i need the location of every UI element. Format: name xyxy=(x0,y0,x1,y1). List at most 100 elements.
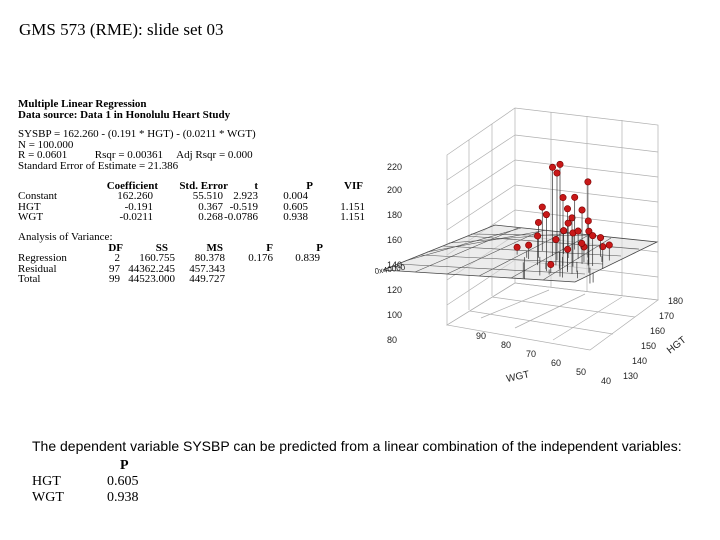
coef-row-std-error: 0.268 xyxy=(198,211,223,224)
data-point xyxy=(578,206,586,214)
data-point xyxy=(599,243,607,251)
data-point xyxy=(534,232,542,240)
coef-header-vif: VIF xyxy=(344,179,363,192)
data-point xyxy=(584,178,592,186)
data-point xyxy=(542,211,550,219)
coefficient-row-hgt: HGT -0.191 0.367 -0.519 0.605 1.151 xyxy=(18,200,378,213)
data-point xyxy=(564,219,572,227)
regression-output: Multiple Linear Regression Data source: … xyxy=(18,99,378,344)
plane-axis-label: 0x40000 xyxy=(375,263,406,276)
anova-title: Analysis of Variance: xyxy=(18,230,113,243)
anova-row-df: 97 xyxy=(109,262,120,275)
wgt-tick-label: 70 xyxy=(526,349,536,359)
coef-row-p: 0.605 xyxy=(283,200,308,213)
hgt-tick-label: 160 xyxy=(650,326,665,336)
anova-header-ss: SS xyxy=(155,241,168,254)
z-tick-label: 180 xyxy=(387,210,402,220)
wgt-tick-label: 60 xyxy=(551,358,561,368)
sample-size-line: N = 100.000 xyxy=(18,138,74,151)
p-summary-row: WGT 0.938 xyxy=(32,490,152,506)
data-point xyxy=(574,227,582,235)
anova-row-total: Total 99 44523.000 449.727 xyxy=(18,274,378,285)
residual-spikes xyxy=(522,251,603,284)
r-squared-line: R = 0.0601 Rsqr = 0.00361 Adj Rsqr = 0.0… xyxy=(18,149,253,162)
p-summary-name: HGT xyxy=(32,474,61,489)
anova-row-p: 0.839 xyxy=(295,252,320,265)
wgt-tick-label: 50 xyxy=(576,367,586,377)
data-point xyxy=(547,261,555,269)
data-point xyxy=(585,227,593,235)
anova-row-df: 99 xyxy=(109,273,120,286)
data-points xyxy=(513,160,613,274)
coef-row-std-error: 0.367 xyxy=(198,200,223,213)
anova-table-header: DF SS MS F P xyxy=(18,241,378,254)
data-point xyxy=(538,203,546,211)
wgt-tick-label: 40 xyxy=(601,376,611,386)
z-tick-label: 140 xyxy=(387,260,402,270)
anova-row-ss: 44523.000 xyxy=(128,273,175,286)
anova-row-ms: 457.343 xyxy=(189,262,225,275)
wgt-tick-label: 80 xyxy=(501,340,511,350)
data-point xyxy=(605,241,613,249)
z-tick-label: 80 xyxy=(387,335,397,345)
coef-row-t: -0.519 xyxy=(229,200,258,213)
data-point xyxy=(560,227,568,235)
anova-row-ss: 44362.245 xyxy=(128,262,175,275)
coef-row-p: 0.004 xyxy=(283,190,308,203)
coef-row-vif: 1.151 xyxy=(340,200,365,213)
data-point xyxy=(556,160,564,168)
data-point xyxy=(534,218,542,226)
data-point xyxy=(571,193,579,201)
data-point xyxy=(559,194,567,202)
z-tick-label: 120 xyxy=(387,285,402,295)
data-point xyxy=(553,169,561,177)
hgt-tick-label: 170 xyxy=(659,311,674,321)
anova-row-ms: 80.378 xyxy=(194,252,225,265)
coef-row-coefficient: -0.191 xyxy=(124,200,153,213)
hgt-tick-label: 150 xyxy=(641,341,656,351)
coef-header-t: t xyxy=(254,179,258,192)
standard-error-line: Standard Error of Estimate = 21.386 xyxy=(18,159,179,172)
anova-header-p: P xyxy=(316,241,323,254)
anova-header-f: F xyxy=(266,241,273,254)
hgt-tick-label: 140 xyxy=(632,356,647,366)
p-summary-header: P xyxy=(32,458,152,474)
data-point xyxy=(568,214,576,222)
coef-row-name: Constant xyxy=(18,190,58,203)
coef-row-t: -0.0786 xyxy=(224,211,258,224)
data-point xyxy=(549,163,557,171)
slide-title: GMS 573 (RME): slide set 03 xyxy=(19,20,224,39)
z-tick-label: 160 xyxy=(387,235,402,245)
hgt-tick-label: 180 xyxy=(668,296,683,306)
data-source-line: Data source: Data 1 in Honolulu Heart St… xyxy=(18,108,231,121)
coef-header-p: P xyxy=(306,179,313,192)
data-point xyxy=(513,243,521,251)
anova-row-f: 0.176 xyxy=(248,252,273,265)
data-point xyxy=(597,234,605,242)
conclusion-text: The dependent variable SYSBP can be pred… xyxy=(32,438,682,454)
anova-row-df: 2 xyxy=(114,252,121,265)
coef-row-std-error: 55.510 xyxy=(192,190,223,203)
anova-row-name: Regression xyxy=(18,252,67,265)
data-point xyxy=(584,217,592,225)
regression-equation: SYSBP = 162.260 - (0.191 * HGT) - (0.021… xyxy=(18,128,256,141)
data-point xyxy=(564,205,572,213)
coef-row-name: WGT xyxy=(18,211,44,224)
z-tick-label: 220 xyxy=(387,162,402,172)
anova-row-regression: Regression 2 160.755 80.378 0.176 0.839 xyxy=(18,253,378,264)
p-summary-value: 0.938 xyxy=(107,490,139,505)
anova-row-ss: 160.755 xyxy=(139,252,175,265)
anova-row-residual: Residual 97 44362.245 457.343 xyxy=(18,262,378,275)
coefficient-table-header: Coefficient Std. Error t P VIF xyxy=(18,179,378,192)
coef-row-coefficient: -0.0211 xyxy=(119,211,153,224)
coef-header-coefficient: Coefficient xyxy=(106,179,158,192)
p-summary-header-p: P xyxy=(120,458,129,473)
coef-row-name: HGT xyxy=(18,200,41,213)
p-summary-row: HGT 0.605 xyxy=(32,474,152,490)
coef-header-std-error: Std. Error xyxy=(179,179,228,192)
hgt-tick-label: 130 xyxy=(623,371,638,381)
coef-row-vif: 1.151 xyxy=(340,211,365,224)
data-point xyxy=(564,245,572,253)
anova-row-ms: 449.727 xyxy=(189,273,225,286)
3d-scatter-plot: 80 100 120 140 160 180 200 220 40 50 60 70 80 90 130… xyxy=(375,107,688,386)
